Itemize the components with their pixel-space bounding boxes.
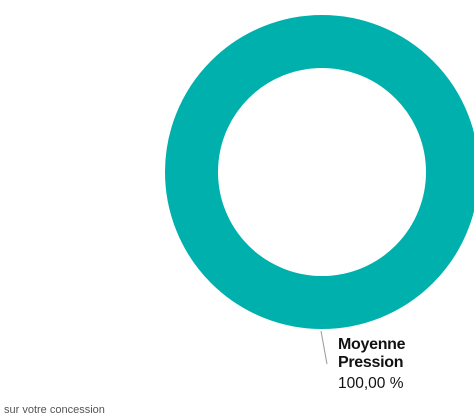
slice-label-line-1: Moyenne (338, 336, 406, 353)
chart-caption: sur votre concession (4, 404, 105, 416)
donut-slices (165, 15, 474, 329)
slice-leader-line (320, 330, 328, 365)
donut-slice-0 (165, 15, 474, 329)
slice-label-line-2: Pression (338, 354, 403, 371)
slice-value-label: 100,00 % (338, 375, 404, 392)
